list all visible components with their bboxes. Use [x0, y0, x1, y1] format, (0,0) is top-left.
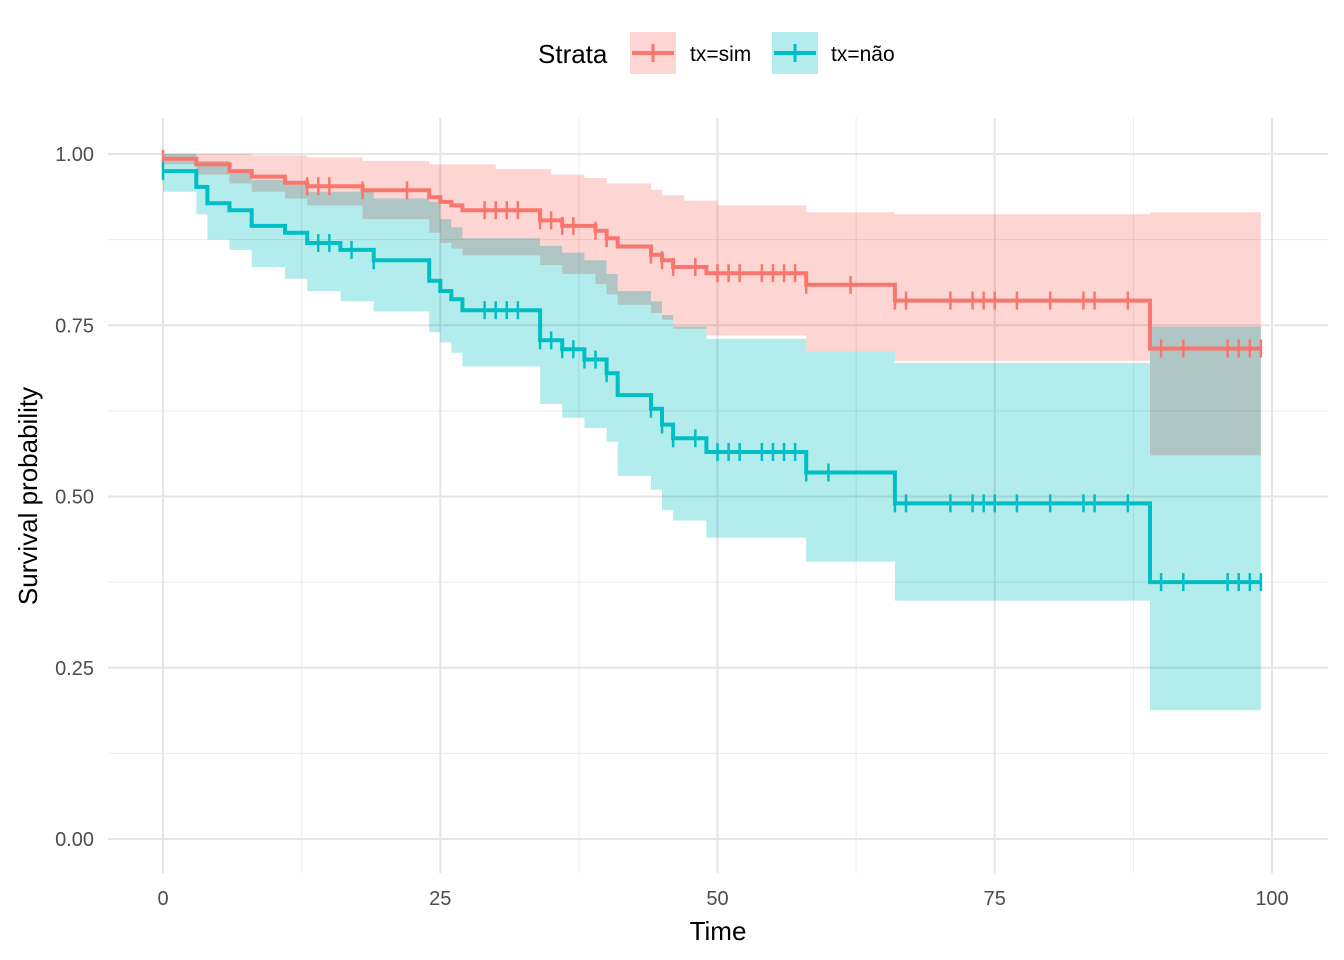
legend-title: Strata: [538, 39, 608, 69]
legend-label-tx-sim: tx=sim: [690, 43, 751, 66]
y-axis-title: Survival probability: [13, 387, 43, 605]
x-tick-label: 0: [157, 888, 168, 910]
x-tick-label: 75: [984, 888, 1006, 910]
x-axis-title: Time: [690, 916, 747, 946]
confidence-bands: [163, 154, 1261, 711]
legend-label-tx-nao: tx=não: [831, 43, 895, 66]
x-tick-label: 25: [429, 888, 451, 910]
axes: 0 25 50 75 100 0.00 0.25 0.50 0.75 1.00: [55, 144, 1289, 910]
x-tick-label: 100: [1255, 888, 1288, 910]
y-tick-label: 0.75: [55, 315, 94, 337]
x-tick-label: 50: [706, 888, 728, 910]
legend: Strata tx=sim tx=não: [538, 32, 895, 74]
y-tick-label: 0.50: [55, 487, 94, 509]
confidence-band-tx-nao: [163, 154, 1261, 711]
censor-marks: [161, 149, 1263, 592]
legend-item-tx-nao: tx=não: [772, 32, 895, 74]
survival-curve-tx-nao: [163, 169, 1261, 585]
y-tick-label: 1.00: [55, 144, 94, 166]
y-tick-label: 0.00: [55, 829, 94, 851]
y-tick-label: 0.25: [55, 658, 94, 680]
legend-item-tx-sim: tx=sim: [630, 32, 751, 74]
